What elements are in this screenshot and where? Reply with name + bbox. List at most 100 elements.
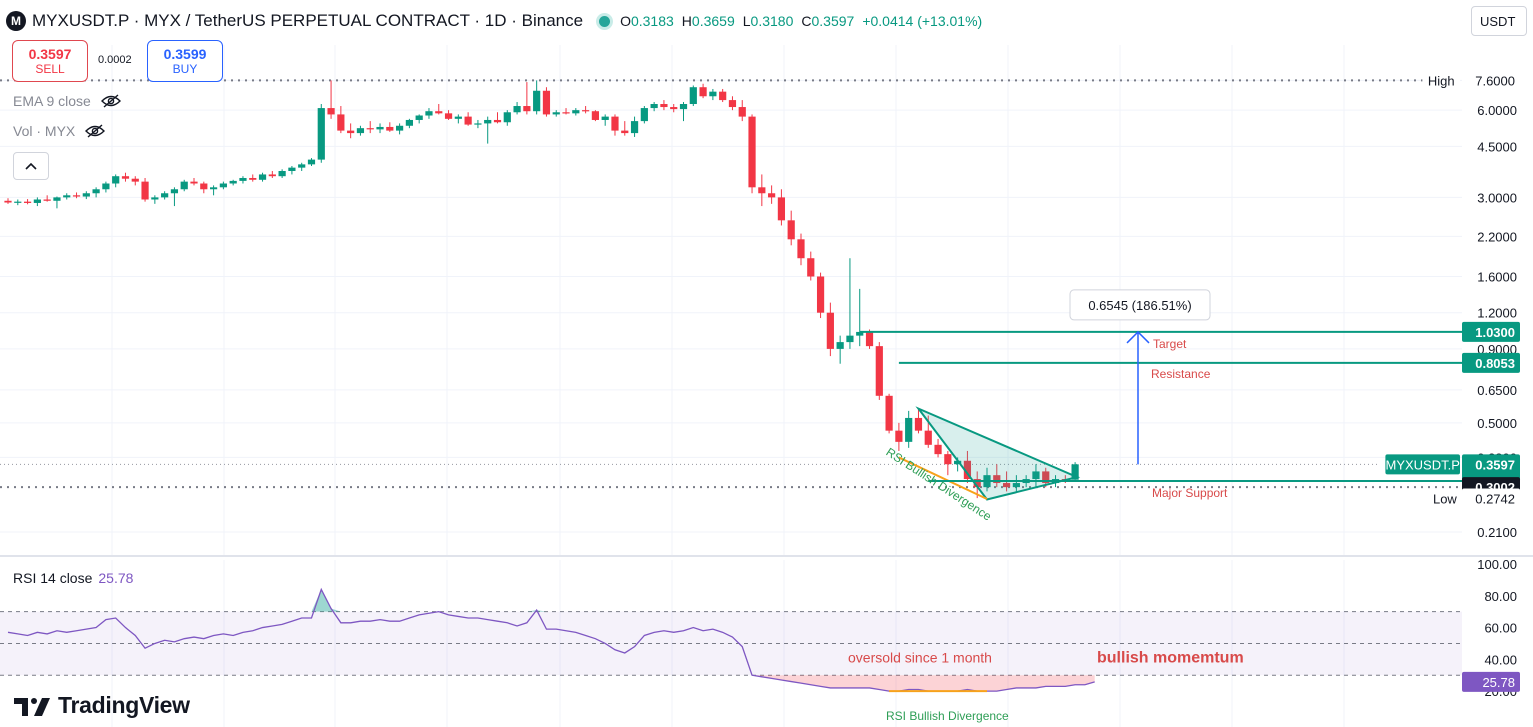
candle-up (836, 342, 844, 349)
candle-up (552, 112, 560, 115)
candle-down (807, 258, 815, 277)
currency-select[interactable]: USDT (1471, 6, 1527, 36)
measure-arrow-head (1126, 330, 1150, 344)
eye-off-icon[interactable] (85, 124, 106, 138)
rsi-axis-label: 60.00 (1484, 621, 1517, 636)
ohlc-open: O0.3183 (620, 13, 674, 29)
rsi-value-badge: 25.78 (1462, 671, 1520, 692)
oversold-label: oversold since 1 month (848, 649, 992, 665)
buy-price: 0.3599 (163, 46, 207, 62)
price-badge: 1.0300 (1462, 321, 1520, 342)
candle-down (562, 112, 570, 114)
candle-down (131, 178, 139, 182)
chevron-up-icon (25, 162, 37, 170)
price-badge-prefix: Low (1433, 491, 1457, 506)
candle-up (415, 115, 423, 120)
candle-up (630, 121, 639, 134)
candle-up (356, 128, 365, 134)
tradingview-logo-icon (14, 697, 50, 716)
price-badge-text: 0.2742 (1475, 491, 1515, 506)
candle-up (278, 170, 286, 177)
candle-up (846, 335, 854, 343)
rsi-legend-value: 25.78 (98, 570, 134, 586)
candle-down (190, 181, 198, 184)
price-axis-label: 1.6000 (1477, 269, 1517, 284)
candle-down (611, 116, 619, 131)
candle-down (816, 276, 825, 313)
target-label: Target (1153, 337, 1187, 351)
indicator-volume-label: Vol · MYX (13, 123, 76, 139)
spread-value: 0.0002 (98, 54, 132, 66)
tradingview-logo[interactable]: TradingView (14, 692, 190, 719)
candle-up (307, 159, 316, 165)
price-badge-prefix: MYXUSDT.P (1385, 457, 1459, 472)
ohlc-high: H0.3659 (681, 13, 735, 29)
candle-down (670, 107, 678, 110)
rsi-legend[interactable]: RSI 14 close 25.78 (13, 570, 133, 586)
sell-button[interactable]: 0.3597 SELL (12, 40, 88, 82)
candle-down (777, 197, 786, 221)
indicator-ema[interactable]: EMA 9 close (13, 93, 121, 109)
candle-down (327, 108, 335, 115)
candle-down (249, 177, 257, 180)
candle-up (689, 87, 697, 105)
candle-down (944, 454, 952, 465)
indicator-volume[interactable]: Vol · MYX (13, 123, 106, 139)
market-status-icon (599, 15, 611, 27)
candle-down (464, 116, 472, 125)
price-badge-bg (1462, 321, 1520, 342)
price-badge-prefix-bg (1422, 70, 1460, 91)
candle-down (914, 417, 923, 431)
candle-down (924, 430, 932, 445)
candle-down (141, 181, 149, 200)
rsi-value-badge-text: 25.78 (1482, 675, 1515, 690)
buy-button[interactable]: 0.3599 BUY (147, 40, 223, 82)
rsi-overbought-fill (8, 589, 1095, 612)
candle-up (376, 126, 384, 130)
price-axis-label: 3.0000 (1477, 190, 1517, 205)
indicator-ema-label: EMA 9 close (13, 93, 91, 109)
candle-up (92, 189, 100, 194)
candle-up (298, 164, 306, 168)
price-axis-label: 0.6500 (1477, 383, 1517, 398)
candle-up (856, 331, 864, 336)
ohlc-low: L0.3180 (742, 13, 794, 29)
price-axis-label: 1.2000 (1477, 306, 1517, 321)
candle-down (699, 87, 707, 97)
candle-down (542, 90, 551, 115)
rsi-axis-label: 40.00 (1484, 652, 1517, 667)
candle-down (435, 111, 443, 114)
collapse-indicators-button[interactable] (13, 152, 49, 180)
candle-down (493, 119, 502, 123)
candle-down (200, 183, 208, 190)
candle-down (337, 114, 345, 131)
price-badge-text: 0.8053 (1475, 356, 1515, 371)
sell-label: SELL (35, 62, 65, 76)
candle-down (23, 201, 32, 203)
rsi-value-badge-bg (1462, 671, 1520, 692)
candle-up (1032, 471, 1040, 480)
price-axis-label: 0.5000 (1477, 416, 1517, 431)
candle-down (963, 460, 972, 480)
candle-down (582, 110, 590, 112)
candle-down (758, 187, 766, 194)
candle-down (895, 430, 903, 442)
candle-up (474, 123, 482, 125)
candle-down (728, 100, 737, 108)
eye-off-icon[interactable] (100, 94, 121, 108)
candle-down (347, 130, 355, 134)
candle-up (640, 108, 648, 122)
candle-down (366, 128, 374, 130)
candle-down (973, 479, 981, 488)
candle-down (43, 199, 51, 201)
measure-label-text: 0.6545 (186.51%) (1088, 298, 1191, 313)
candle-up (53, 197, 61, 201)
candle-down (444, 113, 453, 119)
sell-price: 0.3597 (28, 46, 72, 62)
candle-down (993, 475, 1001, 484)
price-badge-bg (1462, 352, 1520, 373)
candle-up (650, 104, 658, 109)
symbol-title[interactable]: MYXUSDT.P · MYX / TetherUS PERPETUAL CON… (32, 11, 584, 30)
candle-up (161, 193, 169, 198)
